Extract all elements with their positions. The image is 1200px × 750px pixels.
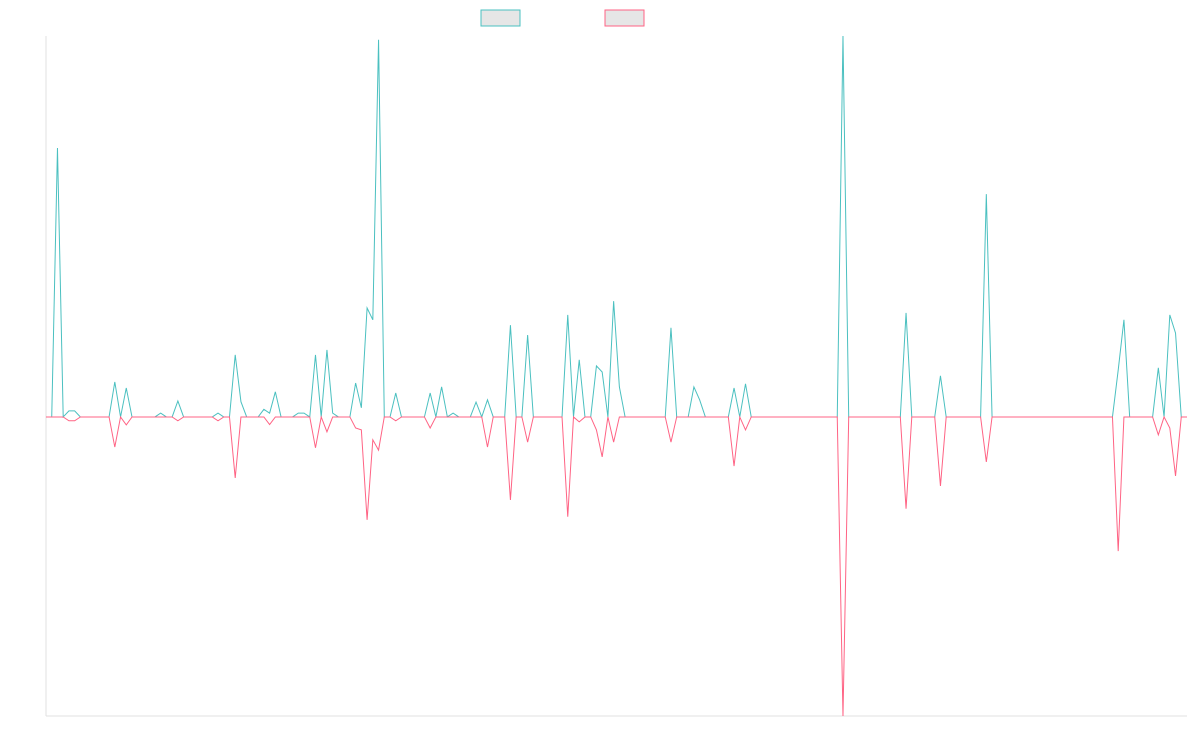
legend-swatch [480,9,521,27]
legend-swatch [604,9,645,27]
series-line [46,35,1187,419]
series-line [46,415,1187,717]
